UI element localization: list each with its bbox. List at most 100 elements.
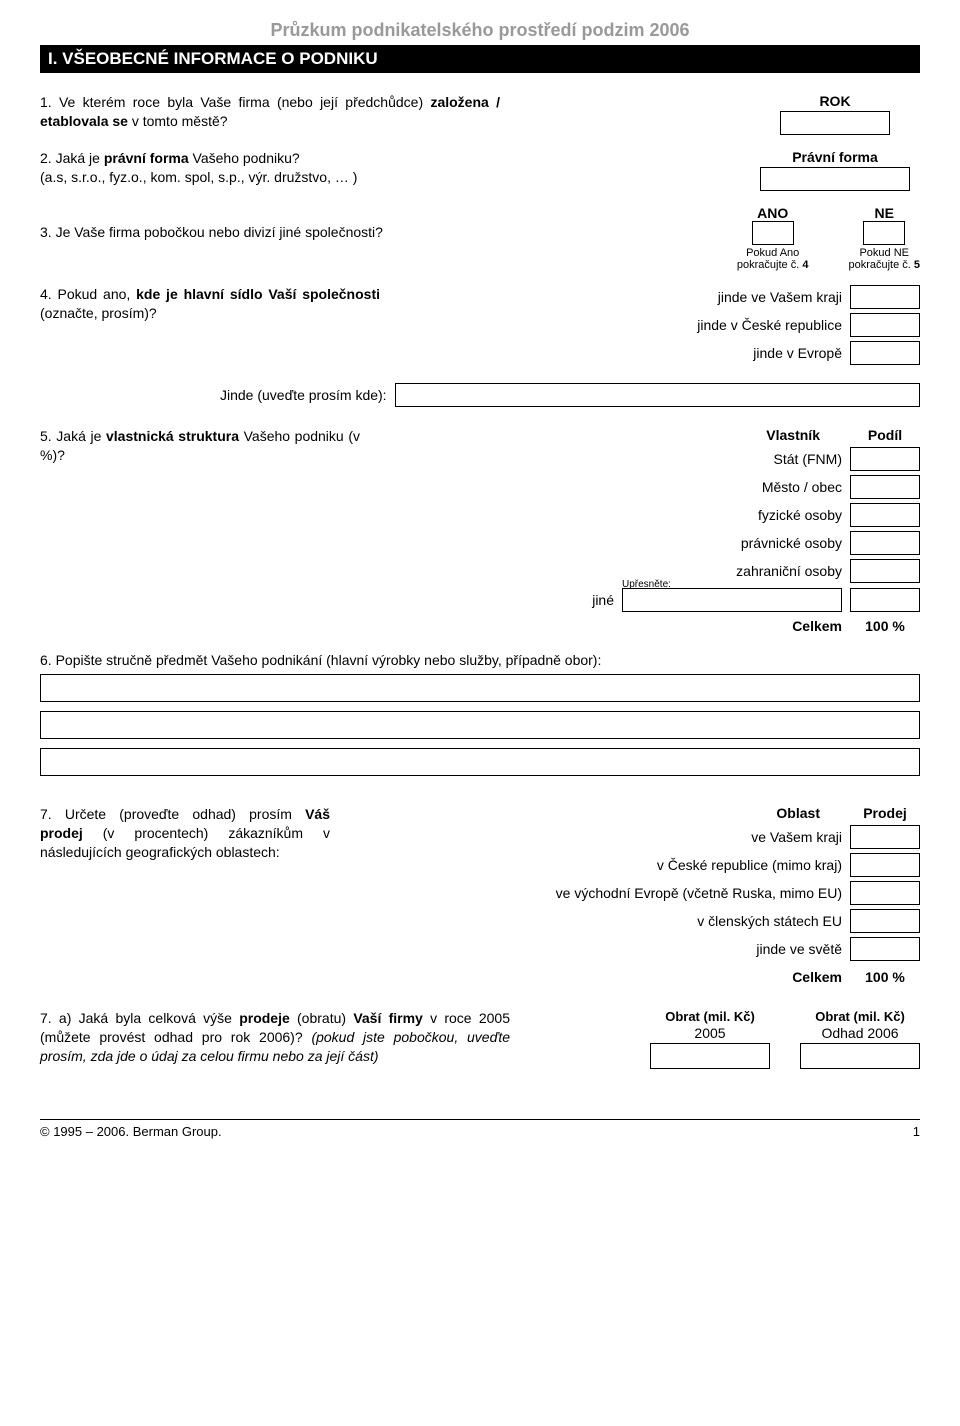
q4-opt-row: jinde ve Vašem kraji (697, 285, 920, 309)
q7a-c1l2: 2005 (694, 1025, 725, 1041)
ne-note: Pokud NEpokračujte č. 5 (848, 247, 920, 271)
q2-text: 2. Jaká je právní forma Vašeho podniku? … (40, 149, 500, 187)
q2-answer: Právní forma (760, 149, 910, 191)
q5-celkem-label: Celkem (792, 618, 842, 634)
q7-r3-label: v členských státech EU (697, 913, 842, 929)
q4-jinde-label: Jinde (uveďte prosím kde): (220, 387, 387, 403)
ano-label: ANO (757, 205, 788, 221)
q4-post: (označte, prosím)? (40, 305, 157, 321)
q7-h2: Prodej (850, 805, 920, 821)
ano-note: Pokud Anopokračujte č. 4 (737, 247, 809, 271)
q4-opt-0-box[interactable] (850, 285, 920, 309)
ne-checkbox[interactable] (863, 221, 905, 245)
q7a-cols: Obrat (mil. Kč) 2005 Obrat (mil. Kč) Odh… (650, 1009, 920, 1069)
q7-total: 100 % (850, 969, 920, 985)
q7-post: (v procentech) zákazníkům v následujícíc… (40, 825, 330, 860)
q4-options: jinde ve Vašem kraji jinde v České repub… (697, 285, 920, 369)
q5-jine-text[interactable] (622, 588, 842, 612)
ano-col: ANO Pokud Anopokračujte č. 4 (737, 205, 809, 271)
q2-bold: právní forma (104, 150, 189, 166)
q7-r1-label: v České republice (mimo kraj) (657, 857, 842, 873)
question-7: 7. Určete (proveďte odhad) prosím Váš pr… (40, 805, 920, 989)
q7-h1: Oblast (776, 805, 820, 821)
question-1: 1. Ve kterém roce byla Vaše firma (nebo … (40, 93, 920, 135)
q5-r2-label: fyzické osoby (758, 507, 842, 523)
q7-r1-box[interactable] (850, 853, 920, 877)
q7-r2-label: ve východní Evropě (včetně Ruska, mimo E… (556, 885, 842, 901)
survey-header: Průzkum podnikatelského prostředí podzim… (40, 20, 920, 41)
q7a-b1: prodeje (239, 1010, 290, 1026)
q4-opt-2-label: jinde v Evropě (753, 345, 842, 361)
q7-r3-box[interactable] (850, 909, 920, 933)
q5-table: Vlastník Podíl Stát (FNM) Město / obec f… (592, 427, 920, 638)
q5-r2-box[interactable] (850, 503, 920, 527)
q5-r3-label: právnické osoby (741, 535, 842, 551)
q7a-col2: Obrat (mil. Kč) Odhad 2006 (800, 1009, 920, 1069)
q1-post: v tomto městě? (128, 113, 228, 129)
q7-pre: 7. Určete (proveďte odhad) prosím (40, 806, 305, 822)
q6-input-1[interactable] (40, 674, 920, 702)
q7-celkem-label: Celkem (792, 969, 842, 985)
pravni-forma-input[interactable] (760, 167, 910, 191)
q5-jine-label: jiné (592, 592, 614, 608)
q7-table: Oblast Prodej ve Vašem kraji v České rep… (556, 805, 920, 989)
q4-jinde-row: Jinde (uveďte prosím kde): (220, 383, 920, 407)
q4-bold: kde je hlavní sídlo Vaší společnosti (136, 286, 380, 302)
q5-h1: Vlastník (766, 427, 820, 443)
q7-r0-label: ve Vašem kraji (751, 829, 842, 845)
q5-bold: vlastnická struktura (106, 428, 239, 444)
q2-post: Vašeho podniku? (189, 150, 300, 166)
q5-r0-label: Stát (FNM) (774, 451, 842, 467)
q7-r4-box[interactable] (850, 937, 920, 961)
q5-text: 5. Jaká je vlastnická struktura Vašeho p… (40, 427, 360, 465)
question-6: 6. Popište stručně předmět Vašeho podnik… (40, 652, 920, 785)
q1-text: 1. Ve kterém roce byla Vaše firma (nebo … (40, 93, 500, 131)
q4-jinde-input[interactable] (395, 383, 920, 407)
q5-r4-label: zahraniční osoby (736, 563, 842, 579)
q4-opt-0-label: jinde ve Vašem kraji (718, 289, 842, 305)
q5-r1-box[interactable] (850, 475, 920, 499)
section-title: I. VŠEOBECNÉ INFORMACE O PODNIKU (40, 45, 920, 73)
q5-r3-box[interactable] (850, 531, 920, 555)
q7a-text: 7. a) Jaká byla celková výše prodeje (ob… (40, 1009, 510, 1066)
q7-r0-box[interactable] (850, 825, 920, 849)
q5-upresnete: Upřesněte: (622, 579, 842, 590)
q7a-b2: Vaší firmy (353, 1010, 423, 1026)
q7-r4-label: jinde ve světě (756, 941, 842, 957)
ano-ne-group: ANO Pokud Anopokračujte č. 4 NE Pokud NE… (737, 205, 920, 271)
q7a-mid: (obratu) (290, 1010, 354, 1026)
q7a-c2l2: Odhad 2006 (821, 1025, 898, 1041)
q4-pre: 4. Pokud ano, (40, 286, 136, 302)
rok-label: ROK (819, 93, 850, 109)
q2-sub: (a.s, s.r.o., fyz.o., kom. spol, s.p., v… (40, 169, 357, 185)
question-7a: 7. a) Jaká byla celková výše prodeje (ob… (40, 1009, 920, 1069)
q5-jine-box[interactable] (850, 588, 920, 612)
q1-answer: ROK (780, 93, 890, 135)
q6-text: 6. Popište stručně předmět Vašeho podnik… (40, 652, 920, 668)
q4-opt-1-box[interactable] (850, 313, 920, 337)
q4-opt-row: jinde v České republice (697, 313, 920, 337)
q5-r0-box[interactable] (850, 447, 920, 471)
q5-r1-label: Město / obec (762, 479, 842, 495)
obrat-2005-input[interactable] (650, 1043, 770, 1069)
ano-checkbox[interactable] (752, 221, 794, 245)
q5-header: Vlastník Podíl (592, 427, 920, 443)
question-3: 3. Je Vaše firma pobočkou nebo divizí ji… (40, 205, 920, 271)
q4-opt-2-box[interactable] (850, 341, 920, 365)
q4-text: 4. Pokud ano, kde je hlavní sídlo Vaší s… (40, 285, 380, 323)
q7-header: Oblast Prodej (556, 805, 920, 821)
ne-col: NE Pokud NEpokračujte č. 5 (848, 205, 920, 271)
footer-page-number: 1 (913, 1124, 920, 1139)
q5-jine-row: jiné Upřesněte: (592, 587, 920, 612)
q6-input-3[interactable] (40, 748, 920, 776)
question-2: 2. Jaká je právní forma Vašeho podniku? … (40, 149, 920, 191)
ne-label: NE (875, 205, 894, 221)
q7-r2-box[interactable] (850, 881, 920, 905)
obrat-2006-input[interactable] (800, 1043, 920, 1069)
rok-input[interactable] (780, 111, 890, 135)
q4-opt-row: jinde v Evropě (697, 341, 920, 365)
q5-pre: 5. Jaká je (40, 428, 106, 444)
q5-r4-box[interactable] (850, 559, 920, 583)
q6-input-2[interactable] (40, 711, 920, 739)
pravni-forma-label: Právní forma (792, 149, 878, 165)
